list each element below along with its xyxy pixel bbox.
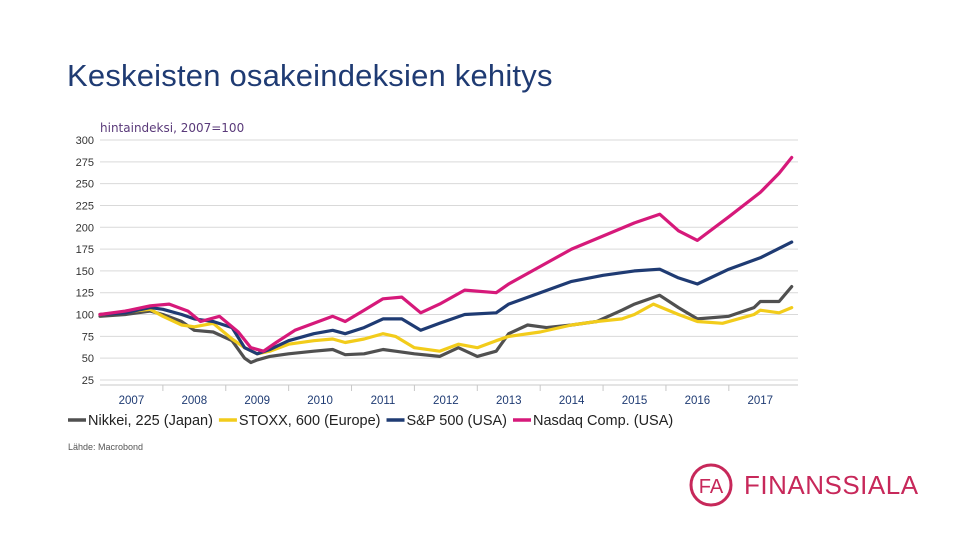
y-tick-label: 100 bbox=[76, 310, 94, 322]
x-tick-label: 2016 bbox=[685, 395, 711, 407]
legend-label-1: Nikkei, 225 (Japan) bbox=[88, 413, 213, 429]
x-tick-label: 2012 bbox=[433, 395, 459, 407]
x-tick-label: 2009 bbox=[244, 395, 270, 407]
x-tick-label: 2014 bbox=[559, 395, 585, 407]
page-title: Keskeisten osakeindeksien kehitys bbox=[67, 58, 553, 93]
y-tick-label: 250 bbox=[76, 179, 94, 191]
fa-logo-mark-icon: FA bbox=[689, 463, 733, 507]
y-tick-label: 125 bbox=[76, 288, 94, 300]
x-tick-label: 2010 bbox=[307, 395, 333, 407]
x-tick-label: 2017 bbox=[747, 395, 773, 407]
series-line-1 bbox=[98, 285, 794, 365]
x-tick-label: 2011 bbox=[371, 395, 396, 407]
legend-label-3: S&P 500 (USA) bbox=[407, 413, 507, 429]
legend-label-4: Nasdaq Comp. (USA) bbox=[533, 413, 673, 429]
y-tick-label: 275 bbox=[76, 157, 94, 169]
series-line-4 bbox=[98, 155, 794, 353]
legend-label-2: STOXX, 600 (Europe) bbox=[239, 413, 381, 429]
series-line-2 bbox=[98, 302, 794, 356]
x-tick-label: 2008 bbox=[182, 395, 208, 407]
y-tick-label: 225 bbox=[76, 200, 94, 212]
x-tick-label: 2007 bbox=[119, 395, 145, 407]
y-tick-label: 150 bbox=[76, 266, 94, 278]
logo-mark-text: FA bbox=[699, 476, 724, 498]
x-tick-label: 2013 bbox=[496, 395, 522, 407]
chart-subtitle: hintaindeksi, 2007=100 bbox=[100, 121, 245, 135]
y-tick-label: 50 bbox=[82, 353, 94, 365]
series-line-3 bbox=[98, 240, 794, 356]
y-tick-label: 75 bbox=[82, 331, 94, 343]
x-tick-label: 2015 bbox=[622, 395, 648, 407]
y-tick-label: 200 bbox=[76, 222, 94, 234]
y-tick-label: 175 bbox=[76, 244, 94, 256]
logo-name: FINANSSIALA bbox=[744, 470, 919, 500]
y-tick-label: 25 bbox=[82, 375, 94, 387]
finanssiala-logo: FA FINANSSIALA bbox=[688, 462, 918, 508]
source-note: Lähde: Macrobond bbox=[68, 442, 144, 452]
y-tick-label: 300 bbox=[76, 135, 94, 147]
